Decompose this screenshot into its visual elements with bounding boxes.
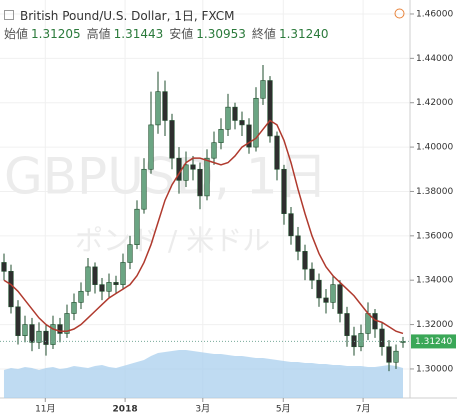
- candle-body: [267, 80, 273, 137]
- candle-body: [1, 262, 7, 272]
- candle-body: [239, 120, 245, 126]
- collapse-icon[interactable]: [4, 10, 14, 20]
- candle-body: [288, 213, 294, 237]
- candle-body: [274, 135, 280, 170]
- x-tick-label: 11月: [35, 404, 55, 415]
- candle-body: [218, 129, 224, 143]
- candle-body: [134, 208, 140, 246]
- candle-body: [197, 168, 203, 197]
- y-tick-label: 1.36000: [416, 231, 453, 241]
- y-tick-label: 1.44000: [416, 54, 453, 64]
- candle-body: [29, 324, 35, 343]
- x-tick-label: 7月: [356, 404, 371, 415]
- candle-body: [162, 91, 168, 121]
- candle-body: [260, 80, 266, 99]
- candle-body: [85, 266, 91, 292]
- candle-body: [295, 235, 301, 252]
- candle-body: [316, 279, 322, 299]
- last-price-tag: [411, 334, 456, 349]
- candle-body: [309, 268, 315, 281]
- x-tick-label: 5月: [276, 404, 291, 415]
- candle-body: [71, 302, 77, 314]
- ohlc-value: 1.31443: [113, 27, 164, 41]
- candle-body: [155, 91, 161, 126]
- y-tick-label: 1.32000: [416, 320, 453, 330]
- x-tick-label: 2018: [113, 405, 138, 415]
- candle-body: [211, 142, 217, 159]
- candle-body: [386, 346, 392, 363]
- y-tick-label: 1.42000: [416, 98, 453, 108]
- ohlc-value: 1.30953: [196, 27, 246, 41]
- ohlc-label: 安値: [169, 27, 194, 41]
- ohlc-value: 1.31205: [31, 27, 81, 41]
- candle-body: [253, 97, 259, 148]
- candle-body: [57, 324, 63, 334]
- candle-body: [113, 282, 119, 285]
- candle-body: [246, 124, 252, 148]
- candle-body: [281, 168, 287, 214]
- candle-body: [330, 284, 336, 303]
- alert-icon[interactable]: [394, 8, 405, 19]
- candle-body: [99, 284, 105, 292]
- ohlc-label: 始値: [4, 27, 29, 41]
- candle-body: [43, 330, 49, 345]
- candle-body: [183, 164, 189, 181]
- candle-body: [92, 266, 98, 285]
- x-tick-label: 3月: [195, 404, 210, 415]
- candle-body: [141, 168, 147, 210]
- candle-body: [15, 306, 21, 336]
- volume-area: [3, 350, 403, 398]
- candle-body: [344, 313, 350, 336]
- last-price-label: 1.31240: [415, 337, 452, 347]
- watermark-name: ポンド / 米ドル: [75, 224, 270, 257]
- watermark-symbol: GBPUSD, 1日: [4, 148, 328, 206]
- candle-body: [50, 324, 56, 345]
- y-tick-label: 1.34000: [416, 276, 453, 286]
- y-tick-label: 1.30000: [416, 364, 453, 374]
- candle-body: [393, 350, 399, 363]
- candle-body: [22, 324, 28, 336]
- y-tick-label: 1.38000: [416, 187, 453, 197]
- candle-body: [190, 164, 196, 170]
- candle-body: [302, 251, 308, 270]
- ohlc-label: 高値: [86, 27, 111, 41]
- candle-body: [337, 284, 343, 314]
- y-tick-label: 1.46000: [416, 9, 453, 19]
- moving-average: [3, 119, 404, 335]
- candle-body: [169, 120, 175, 159]
- candle-body: [106, 282, 112, 292]
- candle-body: [379, 328, 385, 348]
- candle-body: [64, 313, 70, 334]
- candle-body: [36, 330, 42, 343]
- symbol-title: British Pound/U.S. Dollar, 1日, FXCM: [20, 9, 235, 23]
- ohlc-label: 終値: [251, 27, 276, 41]
- ohlc-row: 始値 1.31205 高値 1.31443 安値 1.30953 終値 1.31240: [4, 25, 335, 42]
- candle-body: [127, 244, 133, 263]
- candle-body: [351, 335, 357, 348]
- candle-body: [225, 106, 231, 130]
- candle-body: [323, 297, 329, 303]
- candle-body: [365, 313, 371, 334]
- candle-body: [204, 157, 210, 197]
- candle-body: [78, 290, 84, 303]
- candle-body: [120, 262, 126, 285]
- ohlc-value: 1.31240: [278, 27, 329, 41]
- candle-body: [358, 333, 364, 348]
- header-title-row: British Pound/U.S. Dollar, 1日, FXCM: [4, 7, 238, 24]
- candle-body: [8, 271, 14, 308]
- y-tick-label: 1.40000: [416, 143, 453, 153]
- candle-body: [148, 124, 154, 170]
- candle-body: [232, 106, 238, 121]
